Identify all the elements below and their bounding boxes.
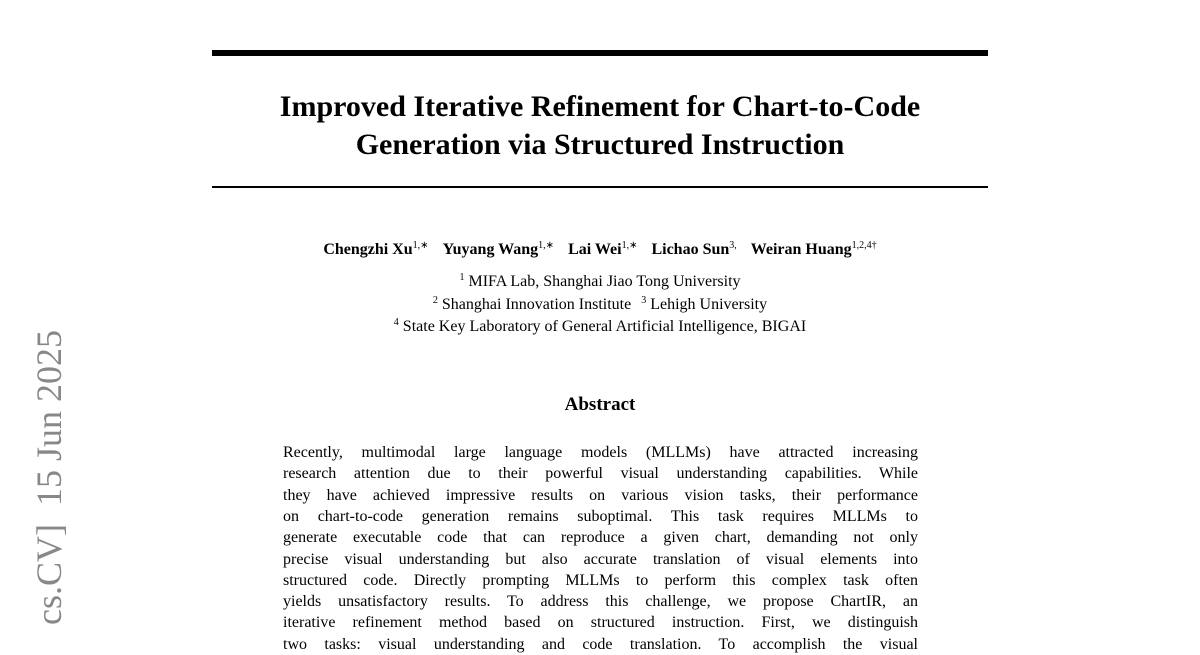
affiliation-text: Shanghai Innovation Institute bbox=[441, 295, 632, 313]
author-name: Weiran Huang bbox=[750, 241, 852, 258]
author: Chengzhi Xu1,∗ bbox=[323, 240, 429, 259]
abstract-line: they have achieved impressive results on… bbox=[283, 486, 918, 504]
affiliation-line: 4 State Key Laboratory of General Artifi… bbox=[0, 317, 1200, 337]
author: Lichao Sun3, bbox=[651, 240, 737, 259]
affiliation-mark: 4 bbox=[393, 317, 399, 328]
author-mark: 3, bbox=[729, 240, 737, 251]
abstract-line: Recently, multimodal large language mode… bbox=[283, 444, 918, 461]
abstract-line: yields unsatisfactory results. To addres… bbox=[283, 593, 918, 611]
top-rule bbox=[212, 50, 988, 56]
affiliation-mark: 1 bbox=[459, 272, 465, 283]
affiliation: 4 State Key Laboratory of General Artifi… bbox=[393, 317, 807, 336]
affiliation-text: MIFA Lab, Shanghai Jiao Tong University bbox=[468, 273, 741, 290]
abstract-line: two tasks: visual understanding and code… bbox=[283, 635, 918, 653]
affiliation: 1 MIFA Lab, Shanghai Jiao Tong Universit… bbox=[459, 272, 741, 291]
abstract-line: generate executable code that can reprod… bbox=[283, 529, 918, 547]
authors: Chengzhi Xu1,∗ Yuyang Wang1,∗ Lai Wei1,∗ Li… bbox=[0, 241, 1200, 259]
author: Lai Wei1,∗ bbox=[568, 240, 638, 259]
affiliation-text: State Key Laboratory of General Artifici… bbox=[402, 318, 807, 335]
author: Yuyang Wang1,∗ bbox=[442, 240, 555, 259]
author-mark: 1,∗ bbox=[412, 240, 429, 251]
title-line: Generation via Structured Instruction bbox=[355, 128, 845, 161]
author-name: Lichao Sun bbox=[651, 241, 730, 258]
author: Weiran Huang1,2,4† bbox=[750, 240, 877, 259]
title-rule bbox=[212, 186, 988, 188]
arxiv-stamp: cs.CV] 15 Jun 2025 bbox=[29, 330, 69, 625]
abstract-line: on chart-to-code generation remains subo… bbox=[283, 507, 918, 525]
author-name: Lai Wei bbox=[568, 241, 622, 258]
abstract-line: precise visual understanding but also ac… bbox=[283, 550, 918, 568]
affiliation-line: 2 Shanghai Innovation Institute 3 Lehigh … bbox=[0, 295, 1200, 315]
affiliation-text: Lehigh University bbox=[650, 295, 768, 313]
author-name: Yuyang Wang bbox=[442, 241, 539, 258]
affiliation: 3 Lehigh University bbox=[641, 294, 768, 313]
abstract-line: structured code. Directly prompting MLLM… bbox=[283, 571, 918, 589]
affiliation-mark: 3 bbox=[641, 294, 647, 306]
author-mark: 1,2,4† bbox=[851, 240, 877, 251]
author-name: Chengzhi Xu bbox=[323, 241, 413, 258]
affiliation: 2 Shanghai Innovation Institute bbox=[432, 294, 632, 313]
abstract-heading: Abstract bbox=[564, 394, 636, 415]
title-line: Improved Iterative Refinement for Chart-… bbox=[279, 90, 921, 123]
author-mark: 1,∗ bbox=[621, 240, 638, 251]
author-mark: 1,∗ bbox=[538, 240, 555, 251]
affiliation-line: 1 MIFA Lab, Shanghai Jiao Tong Universit… bbox=[0, 272, 1200, 292]
affiliation-mark: 2 bbox=[432, 294, 438, 306]
abstract-line: research attention due to their powerful… bbox=[283, 465, 918, 483]
abstract-line: iterative refinement method based on str… bbox=[283, 614, 918, 632]
